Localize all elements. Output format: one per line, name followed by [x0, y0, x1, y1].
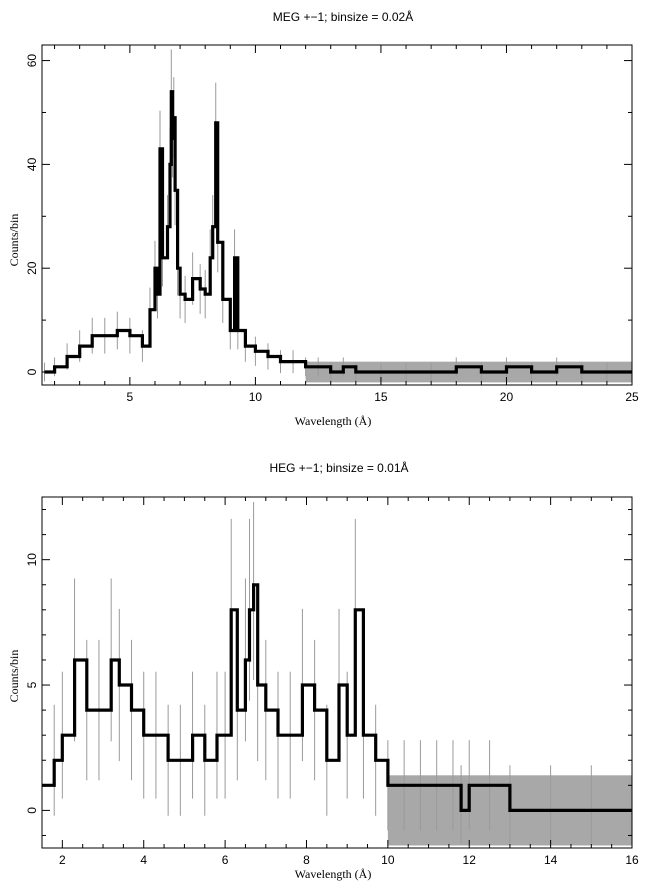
heg-plot-area [41, 502, 633, 846]
chart-title-meg: MEG +−1; binsize = 0.02Å [273, 9, 413, 24]
x-tick-label: 10 [381, 853, 395, 867]
x-tick-label: 8 [303, 853, 310, 867]
x-tick-label: 5 [127, 390, 134, 404]
x-tick-label: 25 [625, 390, 639, 404]
meg-axis-ticks: 5 10 15 20 25 0 20 40 60 [25, 45, 639, 404]
chart-title-heg: HEG +−1; binsize = 0.01Å [269, 460, 408, 475]
histogram-line [42, 583, 632, 812]
x-tick-label: 6 [222, 853, 229, 867]
x-tick-label: 16 [625, 853, 639, 867]
x-tick-label: 14 [544, 853, 558, 867]
histogram-line [44, 90, 632, 374]
y-tick-label: 5 [25, 681, 39, 688]
meg-x-axis-label: Wavelength (Å) [295, 414, 372, 428]
heg-x-axis-label: Wavelength (Å) [295, 867, 372, 881]
heg-axis-ticks: 2 4 6 8 10 12 14 16 0 5 10 [25, 497, 639, 867]
x-tick-label: 4 [140, 853, 147, 867]
x-tick-label: 20 [500, 390, 514, 404]
y-tick-label: 0 [25, 807, 39, 814]
meg-plot-area [44, 49, 633, 383]
meg-plot-frame [41, 44, 633, 386]
y-tick-label: 40 [25, 157, 39, 171]
heg-plot-frame [41, 496, 633, 849]
y-tick-label: 20 [25, 261, 39, 275]
x-tick-label: 2 [59, 853, 66, 867]
y-tick-label: 60 [25, 54, 39, 68]
heg-y-axis-label: Counts/bin [7, 650, 21, 703]
y-tick-label: 0 [25, 368, 39, 375]
x-tick-label: 12 [463, 853, 477, 867]
error-band [305, 361, 632, 383]
meg-y-axis-label: Counts/bin [7, 214, 21, 267]
x-tick-label: 10 [249, 390, 263, 404]
x-tick-label: 15 [374, 390, 388, 404]
y-tick-label: 10 [25, 553, 39, 567]
